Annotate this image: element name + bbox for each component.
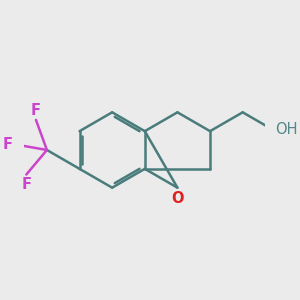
Text: F: F (21, 177, 31, 192)
Text: F: F (31, 103, 41, 118)
Text: OH: OH (275, 122, 298, 137)
Text: O: O (171, 191, 184, 206)
Text: F: F (2, 137, 12, 152)
